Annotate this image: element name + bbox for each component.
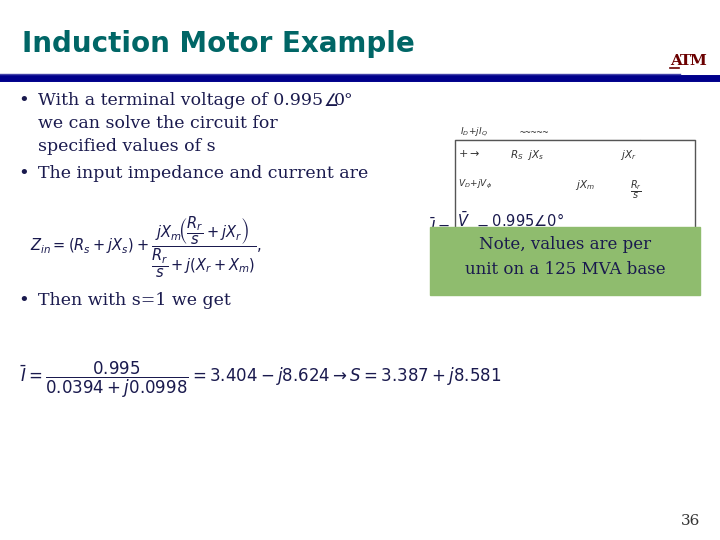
Text: •: • xyxy=(18,92,29,110)
Text: $\angle$: $\angle$ xyxy=(323,92,338,110)
Text: $\dfrac{R_r}{s}$: $\dfrac{R_r}{s}$ xyxy=(630,178,642,201)
Text: $\bar{I} = \dfrac{\bar{V}}{Z_{in}} = \dfrac{0.995\angle0°}{Z_{in}}$: $\bar{I} = \dfrac{\bar{V}}{Z_{in}} = \df… xyxy=(430,210,565,248)
Text: $V_D\!+\!jV_\phi$: $V_D\!+\!jV_\phi$ xyxy=(458,178,492,191)
Text: $R_S$  $jX_s$: $R_S$ $jX_s$ xyxy=(510,148,544,162)
Text: Induction Motor Example: Induction Motor Example xyxy=(22,30,415,58)
Text: $jX_r$: $jX_r$ xyxy=(620,148,636,162)
Text: $jX_m$: $jX_m$ xyxy=(575,178,595,192)
Text: 0°: 0° xyxy=(334,92,354,109)
Text: specified values of s: specified values of s xyxy=(38,138,215,155)
Text: we can solve the circuit for: we can solve the circuit for xyxy=(38,115,278,132)
Text: T: T xyxy=(680,54,691,68)
Text: •: • xyxy=(18,165,29,183)
Text: $Z_{in} = (R_s + jX_s) + \dfrac{jX_m\!\left(\dfrac{R_r}{s} + jX_r\right)}{\dfrac: $Z_{in} = (R_s + jX_s) + \dfrac{jX_m\!\l… xyxy=(30,215,261,280)
Text: A: A xyxy=(670,54,682,68)
Text: $\bar{I} = \dfrac{0.995}{0.0394 + j0.0998} = 3.404 - j8.624 \rightarrow S = 3.38: $\bar{I} = \dfrac{0.995}{0.0394 + j0.099… xyxy=(20,360,502,400)
Text: M: M xyxy=(689,54,706,68)
Text: 36: 36 xyxy=(680,514,700,528)
Text: Note, values are per
unit on a 125 MVA base: Note, values are per unit on a 125 MVA b… xyxy=(464,236,665,278)
Bar xyxy=(455,140,695,240)
Text: $+\rightarrow$: $+\rightarrow$ xyxy=(458,148,480,159)
Text: With a terminal voltage of 0.995: With a terminal voltage of 0.995 xyxy=(38,92,323,109)
Text: Then with s=1 we get: Then with s=1 we get xyxy=(38,292,230,309)
Text: The input impedance and current are: The input impedance and current are xyxy=(38,165,368,182)
Bar xyxy=(430,227,700,295)
Text: $I_D\!+\!jI_Q$: $I_D\!+\!jI_Q$ xyxy=(460,125,488,138)
Text: ~~~~~: ~~~~~ xyxy=(520,128,549,138)
Text: •: • xyxy=(18,292,29,310)
